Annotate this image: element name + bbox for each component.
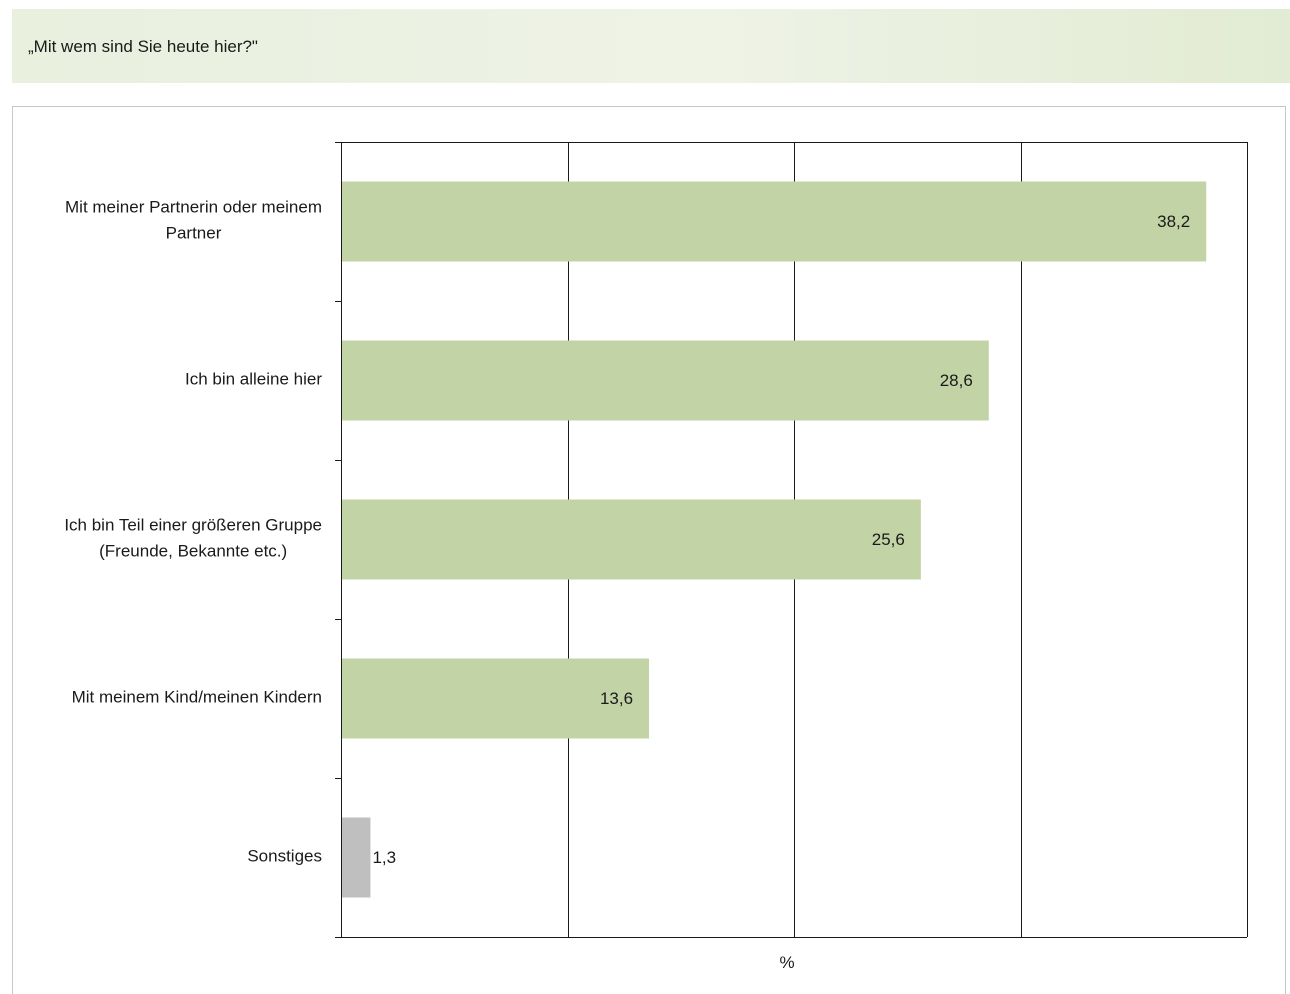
bars	[341, 181, 1207, 898]
bar	[341, 499, 921, 580]
x-axis-label: %	[779, 953, 794, 972]
category-label: Sonstiges	[247, 847, 322, 866]
bar	[341, 181, 1207, 262]
axes	[335, 142, 1248, 938]
title-banner: „Mit wem sind Sie heute hier?"	[12, 9, 1290, 83]
value-label: 28,6	[940, 371, 973, 390]
value-label: 38,2	[1157, 212, 1190, 231]
value-label: 25,6	[872, 530, 905, 549]
category-label: Mit meiner Partnerin oder meinem Partner	[65, 198, 322, 243]
labels: 38,2 Mit meiner Partnerin oder meinem Part…	[64, 198, 1190, 867]
value-label: 13,6	[600, 689, 633, 708]
category-label: Ich bin Teil einer größeren Gruppe (Freun…	[64, 516, 322, 561]
bar	[341, 817, 371, 898]
bar	[341, 658, 650, 739]
category-label: Mit meinem Kind/meinen Kindern	[72, 688, 322, 707]
chart-title: „Mit wem sind Sie heute hier?"	[28, 37, 258, 56]
value-label: 1,3	[372, 848, 396, 867]
category-label: Ich bin alleine hier	[185, 370, 322, 389]
bar	[341, 340, 989, 421]
